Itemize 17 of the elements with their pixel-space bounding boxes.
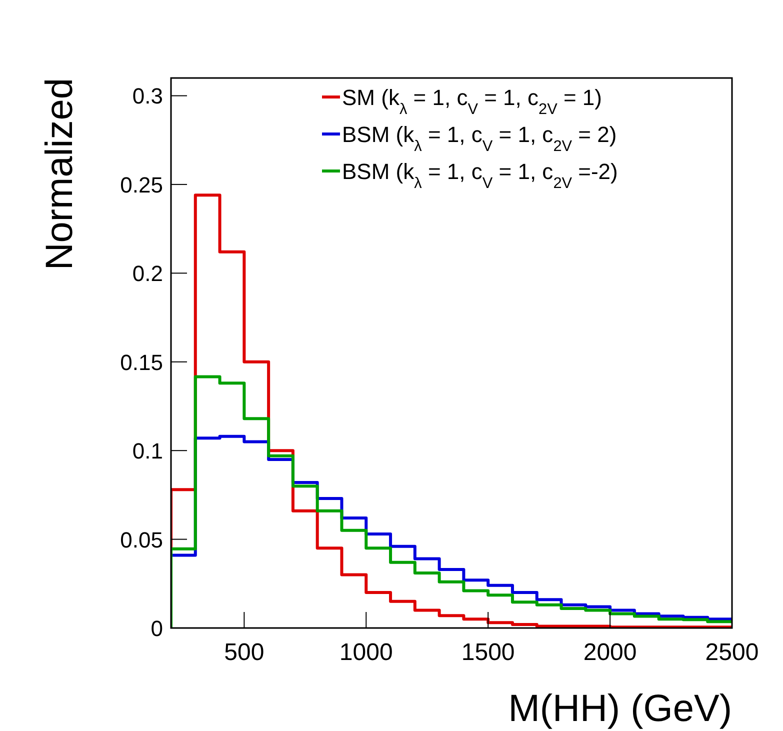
legend-label: BSM (k$_{λ}$ = 1, c$_{V}$ = 1, c$_{2V}$ = 2) xyxy=(342,122,617,154)
legend-label: BSM (k$_{λ}$ = 1, c$_{V}$ = 1, c$_{2V}$ =-2) xyxy=(342,159,618,192)
y-tick-label: 0.25 xyxy=(120,172,163,198)
y-tick-label: 0.05 xyxy=(120,527,163,552)
x-tick-label: 1000 xyxy=(339,639,393,666)
y-tick-label: 0 xyxy=(150,616,163,641)
x-tick-label: 2500 xyxy=(705,639,759,666)
y-tick-label: 0.3 xyxy=(132,84,163,109)
y-tick-label: 0.15 xyxy=(120,350,163,375)
legend-label: SM (k$_{λ}$ = 1, c$_{V}$ = 1, c$_{2V}$ = 1) xyxy=(342,85,602,118)
x-axis-title: M(HH) (GeV) xyxy=(508,688,732,730)
y-tick-label: 0.2 xyxy=(132,261,163,286)
y-axis-title: Normalized xyxy=(39,78,81,270)
x-tick-label: 1500 xyxy=(461,639,515,666)
x-tick-label: 500 xyxy=(224,639,264,666)
y-tick-label: 0.1 xyxy=(132,438,163,464)
x-tick-label: 2000 xyxy=(583,639,637,666)
